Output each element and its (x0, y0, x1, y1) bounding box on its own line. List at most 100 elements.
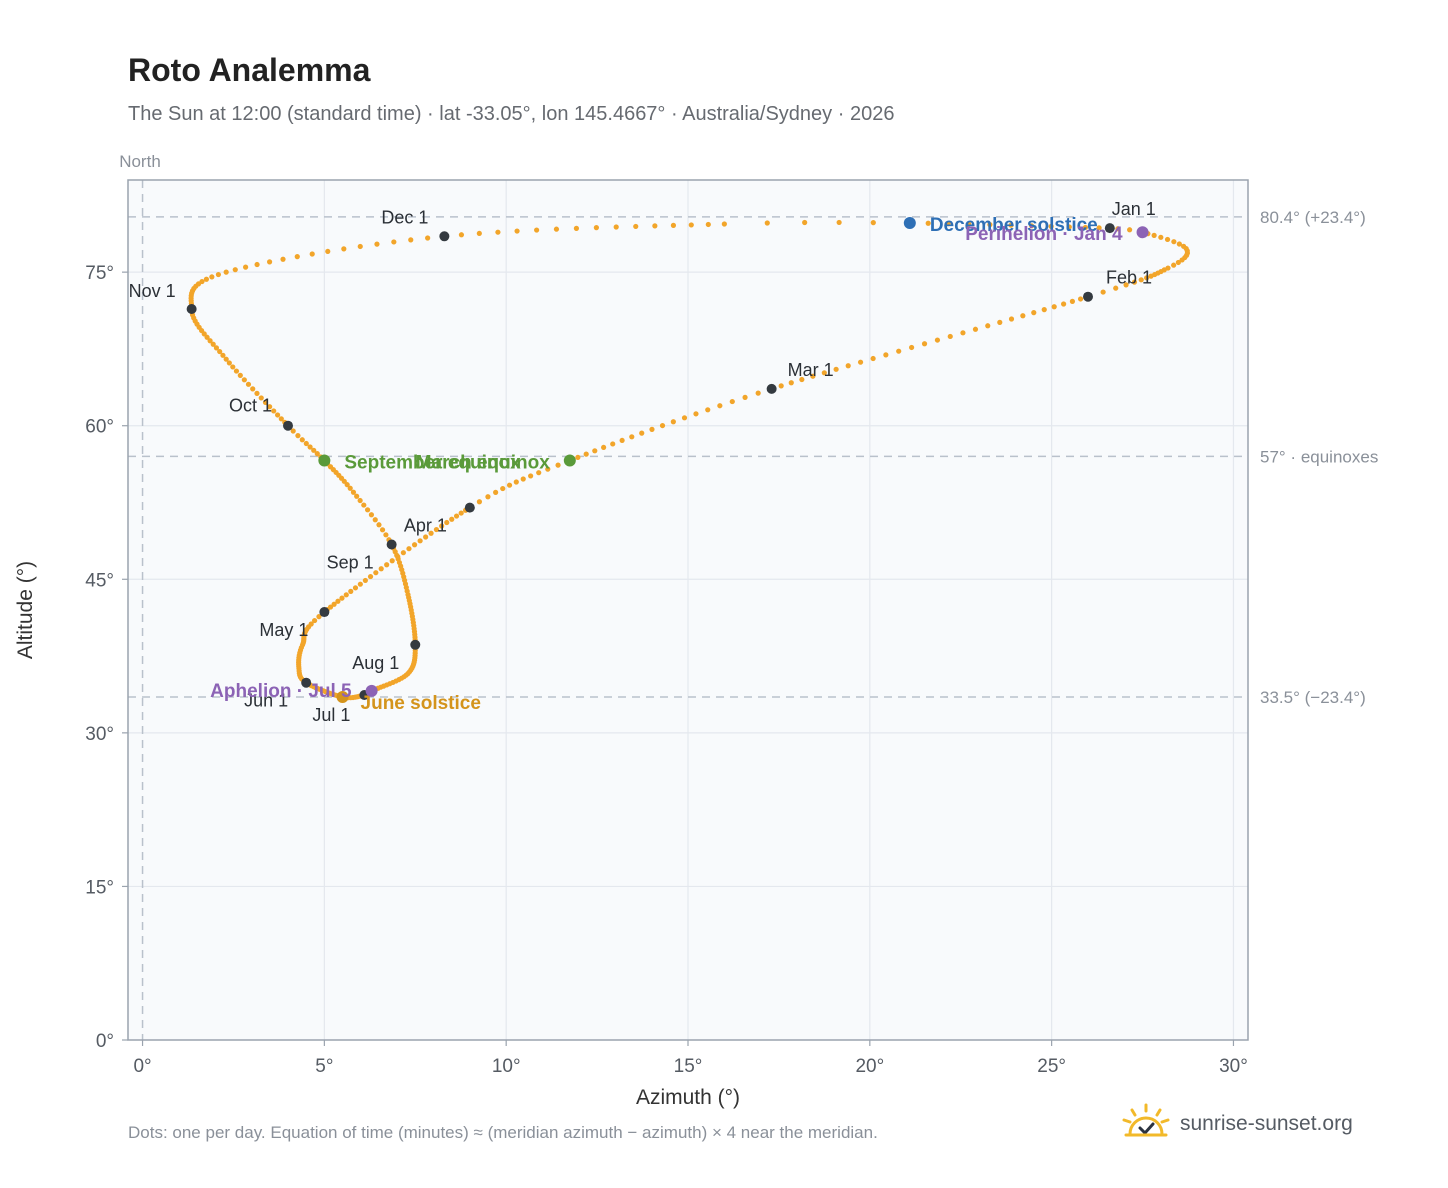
day-dot (250, 386, 256, 392)
day-dot (254, 261, 260, 268)
day-dot (755, 390, 761, 396)
brand-logo[interactable]: sunrise-sunset.org (1120, 1102, 1353, 1146)
day-dot (267, 404, 273, 410)
day-dot (262, 399, 269, 405)
day-dot (226, 360, 232, 366)
event-marker (1136, 226, 1149, 239)
day-dot (373, 570, 379, 576)
axis-ticks: 0° 5° 10° 15° 20° 25° 30° 0° 15° 30° 45° 60° 75° (85, 263, 1248, 1077)
day-dot (406, 546, 412, 552)
day-dot (372, 517, 378, 523)
event-label: Aphelion · Jul 5 (210, 681, 352, 702)
month-marker (319, 607, 330, 618)
y-tick-label: 60° (85, 417, 114, 438)
day-dot (335, 598, 341, 604)
day-dot (309, 251, 315, 257)
day-dot (352, 585, 359, 591)
day-dot (778, 383, 784, 389)
event-label: December solstice (930, 215, 1098, 236)
day-dot (400, 550, 406, 556)
day-dot (534, 227, 540, 233)
grid-lines (128, 180, 1248, 1040)
day-dot (1171, 262, 1177, 268)
day-dot (207, 338, 213, 344)
day-dot (1164, 236, 1171, 243)
month-label: Jun 1 (244, 691, 288, 711)
day-dot (619, 437, 625, 444)
event-label: June solstice (361, 693, 481, 714)
day-dot (230, 364, 236, 370)
event-label: September equinox (344, 453, 521, 474)
meridian-label: North (119, 152, 161, 171)
day-dot (1069, 298, 1076, 304)
footnote: Dots: one per day. Equation of time (min… (128, 1123, 878, 1142)
reference-line-label: 33.5° (−23.4°) (1260, 688, 1366, 707)
day-dot (379, 527, 386, 533)
day-dot (368, 512, 375, 518)
day-dot (493, 489, 499, 495)
event-marker (318, 454, 331, 467)
day-dot (314, 451, 320, 457)
day-dot (593, 225, 599, 231)
day-dot (649, 426, 655, 432)
day-dot (845, 363, 851, 369)
day-dot (1151, 232, 1157, 238)
month-marker (410, 639, 421, 650)
day-dot (423, 534, 429, 540)
day-dot (1158, 234, 1164, 240)
day-dot (717, 403, 723, 409)
day-dot (764, 220, 770, 226)
day-dot (681, 415, 688, 421)
reference-lines: 80.4° (+23.4°) 57° · equinoxes 33.5° (−23.… (128, 180, 1378, 1040)
day-dot (629, 434, 635, 440)
day-dot (987, 222, 993, 228)
day-dot (909, 344, 915, 351)
day-dot (453, 513, 460, 519)
event-marker (365, 684, 378, 697)
day-dot (705, 407, 711, 413)
day-dot (1008, 222, 1014, 228)
day-dot (374, 241, 380, 247)
month-marker (464, 502, 475, 513)
day-dot (945, 221, 951, 227)
day-dot (836, 219, 842, 226)
day-dot (357, 497, 363, 504)
day-dot (947, 333, 953, 340)
day-dot (575, 454, 581, 460)
day-dot (545, 466, 551, 472)
day-dot (307, 444, 313, 450)
day-dot (555, 462, 561, 468)
x-tick-label: 15° (674, 1056, 703, 1077)
day-dot (325, 248, 331, 255)
day-dot (433, 526, 440, 533)
day-dot (633, 223, 639, 230)
month-label: Feb 1 (1106, 268, 1152, 288)
day-dot (592, 448, 598, 454)
day-dot (1082, 224, 1089, 231)
day-dot (357, 581, 363, 587)
day-dot (378, 566, 384, 572)
day-dot (506, 482, 513, 488)
day-dot (513, 479, 519, 485)
day-dot (520, 476, 526, 482)
x-axis-label: Azimuth (°) (636, 1086, 740, 1109)
month-label: Jul 1 (312, 705, 350, 725)
day-dot (1008, 316, 1015, 322)
day-dot (1113, 285, 1119, 291)
day-dot (705, 221, 711, 228)
brand-name[interactable]: sunrise-sunset.org (1180, 1112, 1353, 1135)
day-dot (921, 341, 928, 347)
day-dot (1020, 313, 1026, 319)
day-dot (1041, 307, 1047, 313)
day-dot (1138, 277, 1144, 283)
day-dot (1029, 223, 1035, 229)
day-dot (972, 326, 979, 332)
day-dot (339, 595, 345, 601)
day-dot (802, 219, 808, 226)
day-dot (810, 373, 816, 379)
day-dot (245, 381, 252, 387)
day-dot (1171, 239, 1177, 245)
day-dot (199, 278, 205, 285)
month-label: Nov 1 (129, 281, 176, 301)
